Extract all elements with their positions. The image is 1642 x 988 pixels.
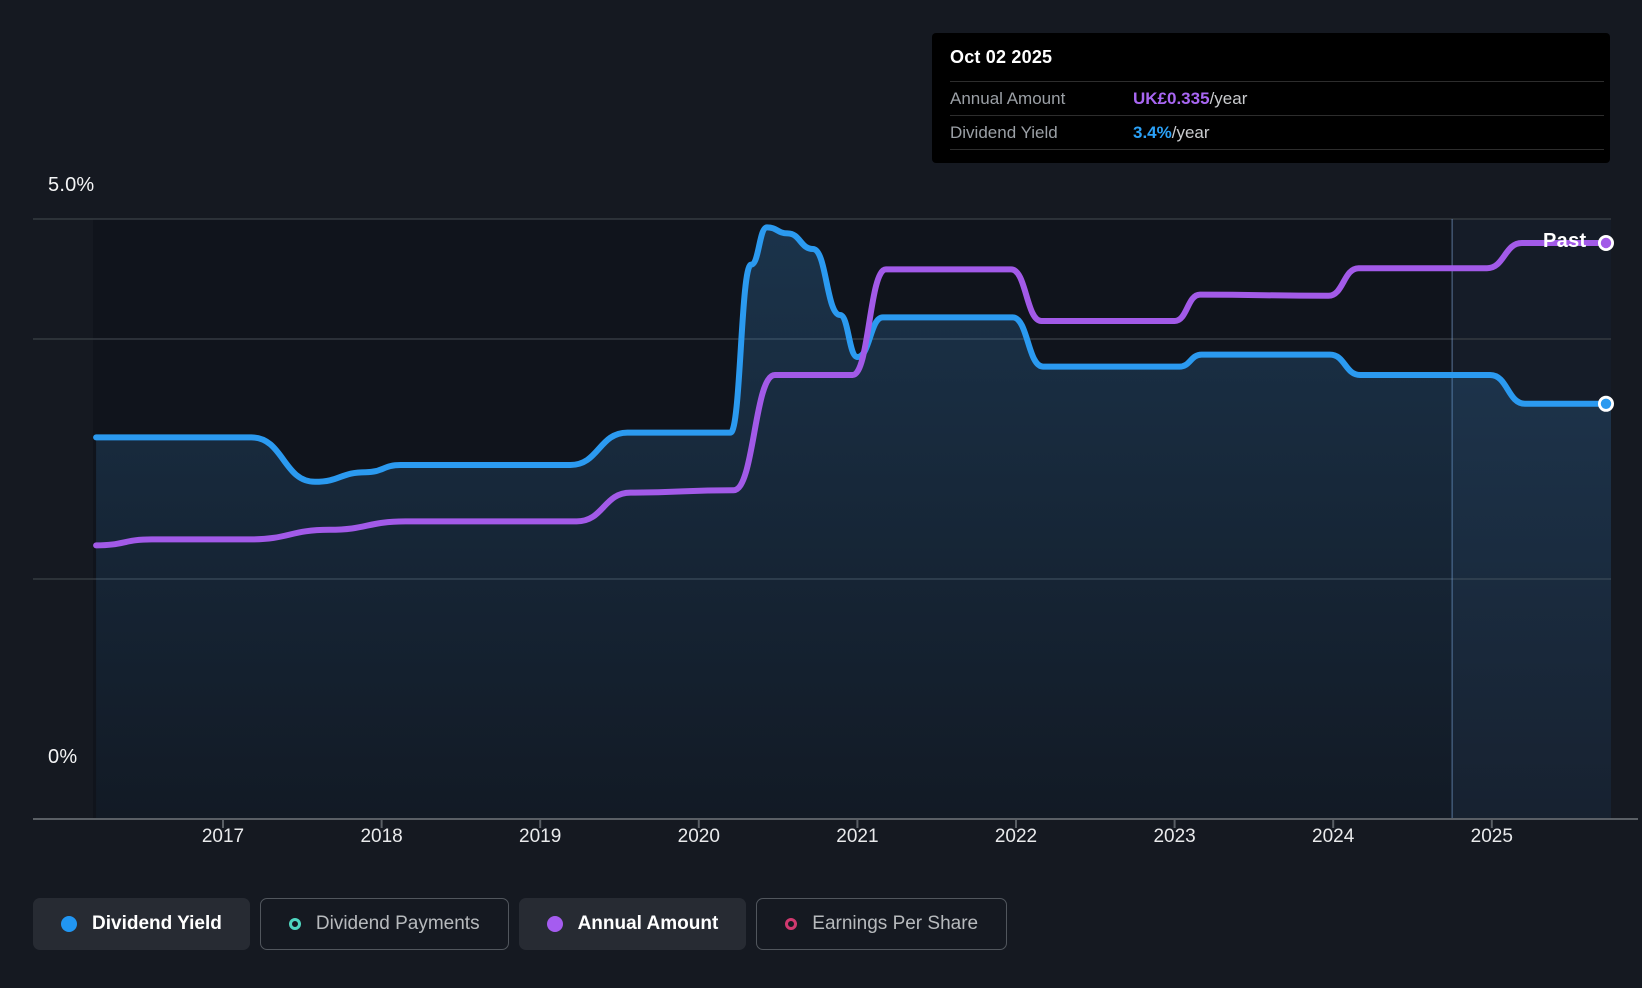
- ring-icon: [288, 918, 301, 930]
- x-axis-label-2021: 2021: [836, 826, 879, 847]
- dividend-yield-area: [96, 227, 1612, 819]
- legend-button-dividend-yield[interactable]: Dividend Yield: [33, 898, 250, 950]
- filled-dot-icon: [546, 916, 563, 932]
- tooltip-row-value: UK£0.335: [1133, 88, 1210, 108]
- tooltip-separator: [950, 81, 1604, 82]
- x-axis-label-2020: 2020: [677, 826, 720, 847]
- y-axis-bottom-label: 0%: [48, 746, 78, 768]
- legend-button-label: Earnings Per Share: [812, 913, 979, 934]
- x-axis-label-2019: 2019: [519, 826, 562, 847]
- tooltip-row: Dividend Yield 3.4%/year: [932, 116, 1610, 149]
- filled-dot-icon: [61, 916, 77, 932]
- tooltip-row-label: Annual Amount: [950, 88, 1066, 108]
- x-axis-label-2017: 2017: [201, 826, 245, 847]
- tooltip-row-value: 3.4%: [1133, 122, 1172, 142]
- x-axis-label-2018: 2018: [360, 826, 403, 847]
- y-axis-top-label: 5.0%: [48, 174, 95, 196]
- legend-button-earnings-per-share[interactable]: Earnings Per Share: [756, 898, 1008, 950]
- tooltip-row: Annual Amount UK£0.335/year: [932, 82, 1610, 115]
- tooltip-separator: [950, 149, 1604, 150]
- x-axis-label-2022: 2022: [994, 826, 1038, 847]
- chart-legend: Dividend Yield Dividend Payments Annual Am…: [33, 898, 1008, 950]
- legend-button-dividend-payments[interactable]: Dividend Payments: [259, 898, 509, 950]
- annual-amount-endpoint-marker: [1600, 237, 1612, 249]
- ring-icon: [785, 918, 798, 930]
- legend-button-annual-amount[interactable]: Annual Amount: [518, 898, 747, 950]
- annual-amount-line: [93, 239, 1609, 549]
- legend-button-label: Dividend Payments: [315, 913, 480, 934]
- tooltip-date: Oct 02 2025: [950, 46, 1053, 67]
- tooltip-separator: [950, 115, 1604, 116]
- past-region-label: Past: [1543, 230, 1587, 252]
- x-axis-label-2025: 2025: [1470, 826, 1513, 847]
- tooltip-row-suffix: /year: [1209, 88, 1248, 108]
- chart-tooltip: Oct 02 2025 Annual Amount UK£0.335/year Di…: [932, 33, 1610, 163]
- tooltip-row-suffix: /year: [1171, 122, 1210, 142]
- legend-button-label: Annual Amount: [577, 913, 719, 934]
- dividend-yield-endpoint-marker: [1600, 398, 1612, 409]
- dividend-yield-line: [93, 224, 1609, 485]
- x-axis-label-2023: 2023: [1153, 826, 1196, 847]
- legend-button-label: Dividend Yield: [92, 913, 222, 934]
- tooltip-row-label: Dividend Yield: [950, 122, 1058, 142]
- x-axis-label-2024: 2024: [1312, 826, 1355, 847]
